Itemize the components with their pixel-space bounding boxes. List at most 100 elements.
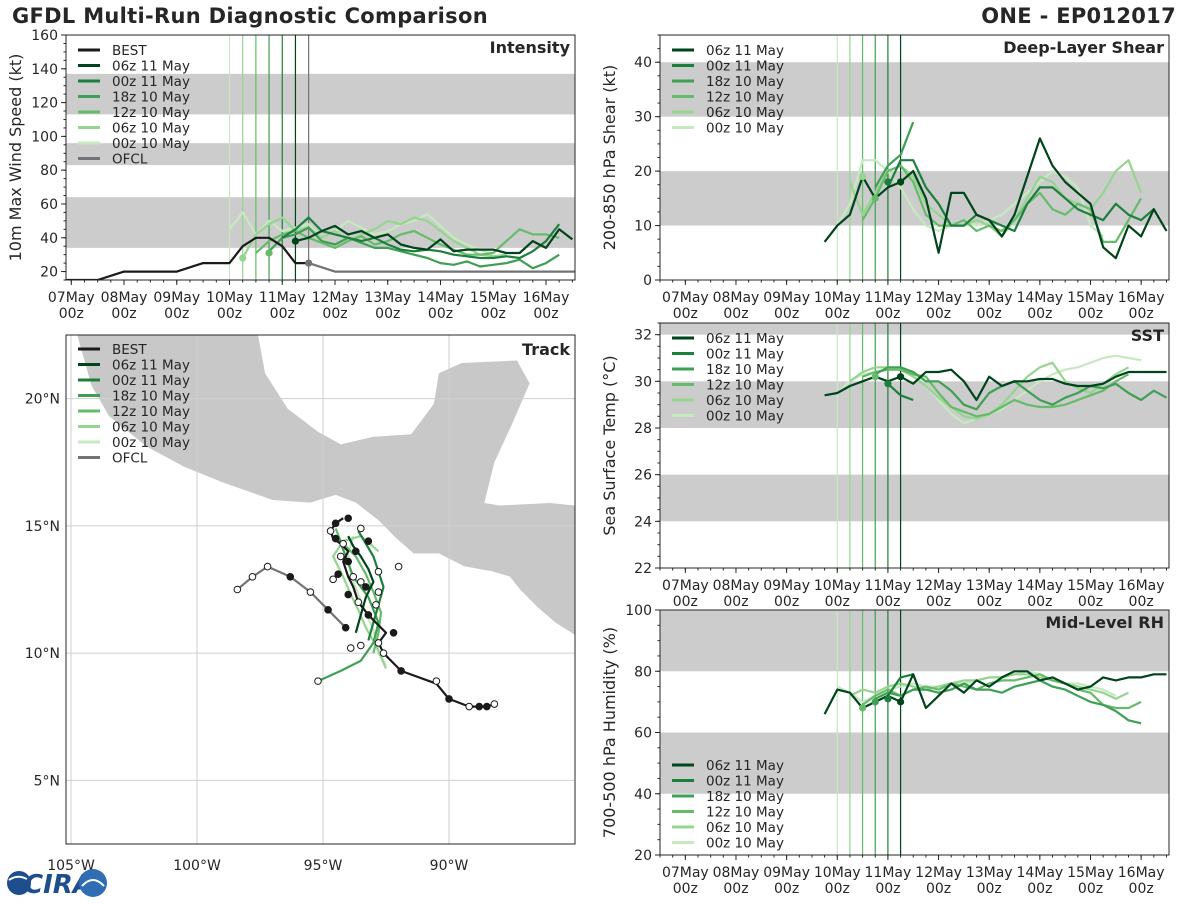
track-position-marker (336, 552, 345, 561)
rh-xtick-hour: 00z (825, 881, 850, 897)
track-position-marker (344, 590, 353, 599)
track-position-marker (344, 514, 353, 523)
track-position-marker (374, 639, 383, 647)
shear-legend-label-00z-10-may: 00z 10 May (706, 121, 784, 137)
intensity-xtick-hour: 00z (322, 306, 347, 322)
track-legend-label-12z-10-may: 12z 10 May (112, 404, 190, 420)
rh-xtick-hour: 00z (1129, 881, 1154, 897)
rh-xtick-date: 08May (713, 865, 760, 881)
track-xtick-label: 105°W (47, 858, 95, 874)
sst-xtick-date: 07May (662, 578, 709, 594)
figure-title: GFDL Multi-Run Diagnostic Comparison (12, 4, 488, 28)
track-position-marker (490, 700, 499, 708)
track-position-marker (334, 570, 342, 579)
sst-xtick-date: 12May (915, 578, 962, 594)
sst-legend-label-18z-10-may: 18z 10 May (706, 362, 784, 378)
sst-xtick-date: 14May (1016, 578, 1063, 594)
track-position-marker (357, 641, 365, 650)
rh-xtick-date: 10May (814, 865, 861, 881)
shear-xtick-hour: 00z (977, 306, 1002, 322)
intensity-marker-06z-10-may (239, 254, 247, 262)
shear-marker-06z-11-may (896, 178, 905, 186)
intensity-legend-label-12z-10-may: 12z 10 May (112, 105, 190, 121)
rh-ytick-label: 100 (625, 603, 652, 619)
track-position-marker (331, 534, 340, 543)
track-ytick-label: 15°N (25, 519, 60, 535)
rh-xtick-hour: 00z (723, 881, 748, 897)
sst-marker-06z-11-may (896, 373, 905, 381)
intensity-legend-label-06z-10-may: 06z 10 May (112, 121, 190, 137)
intensity-ytick-label: 60 (40, 197, 58, 213)
rh-marker-00z-11-may (884, 695, 892, 703)
sst-xtick-hour: 00z (977, 594, 1002, 610)
sst-panel: 22242628303207May00z08May00z09May00z10Ma… (600, 322, 1170, 610)
intensity-series-06z-11-may (295, 224, 574, 255)
rh-xtick-hour: 00z (875, 881, 900, 897)
shear-xtick-date: 14May (1016, 290, 1063, 306)
cira-logo: CIRA (4, 866, 114, 904)
intensity-series-12z-10-may (255, 228, 560, 256)
shear-xtick-hour: 00z (825, 306, 850, 322)
sst-xtick-date: 11May (865, 578, 912, 594)
sst-xtick-date: 10May (814, 578, 861, 594)
sst-ytick-label: 24 (634, 514, 652, 530)
track-position-marker (394, 562, 403, 571)
shear-xtick-hour: 00z (875, 306, 900, 322)
shear-ylabel: 200-850 hPa Shear (kt) (600, 65, 619, 251)
shear-marker-00z-11-may (884, 178, 892, 186)
intensity-legend-label-18z-10-may: 18z 10 May (112, 90, 190, 106)
sst-frame (659, 322, 1170, 569)
track-position-marker (445, 695, 453, 703)
track-ytick-label: 10°N (25, 646, 60, 662)
intensity-ytick-label: 120 (31, 96, 58, 112)
rh-ytick-label: 60 (634, 726, 652, 742)
shear-title: Deep-Layer Shear (1003, 38, 1164, 57)
track-position-marker (397, 667, 405, 675)
track-legend-label-06z-11-may: 06z 11 May (112, 358, 190, 374)
shear-legend-label-18z-10-may: 18z 10 May (706, 74, 784, 90)
intensity-series-18z-10-may (268, 226, 560, 270)
track-position-marker (432, 677, 441, 685)
sst-series-00z-11-may (887, 382, 914, 402)
sst-xtick-hour: 00z (825, 594, 850, 610)
rh-xtick-hour: 00z (1027, 881, 1052, 897)
intensity-xtick-date: 16May (523, 290, 570, 306)
shear-xtick-date: 10May (814, 290, 861, 306)
rh-panel: 2040608010007May00z08May00z09May00z10May… (600, 603, 1170, 897)
rh-series-06z-11-may (823, 670, 1167, 715)
intensity-marker-ofcl (305, 259, 313, 267)
shear-xtick-hour: 00z (774, 306, 799, 322)
sst-legend-label-12z-10-may: 12z 10 May (706, 378, 784, 394)
rh-band (660, 610, 1169, 672)
sst-xtick-date: 09May (763, 578, 810, 594)
intensity-ylabel: 10m Max Wind Speed (kt) (6, 54, 25, 262)
rh-xtick-hour: 00z (977, 881, 1002, 897)
storm-id-title: ONE - EP012017 (981, 4, 1176, 28)
rh-legend-label-00z-10-may: 00z 10 May (706, 836, 784, 852)
sst-ytick-label: 28 (634, 421, 652, 437)
sst-xtick-date: 08May (713, 578, 760, 594)
rh-legend-label-06z-11-may: 06z 11 May (706, 758, 784, 774)
sst-marker-00z-11-may (884, 380, 892, 388)
sst-band (660, 323, 1169, 335)
intensity-ytick-label: 40 (40, 231, 58, 247)
track-series-06z-10-may (332, 534, 388, 669)
shear-marker-12z-10-may (871, 194, 879, 202)
shear-ytick-label: 0 (643, 273, 652, 289)
track-position-marker (372, 600, 380, 609)
track-position-marker (374, 567, 383, 576)
sst-xtick-hour: 00z (875, 594, 900, 610)
sst-xtick-hour: 00z (1027, 594, 1052, 610)
sst-series-18z-10-may (874, 366, 1168, 411)
rh-legend-label-00z-11-may: 00z 11 May (706, 774, 784, 790)
rh-band (660, 732, 1169, 794)
intensity-series-00z-11-may (281, 216, 561, 260)
intensity-title: Intensity (490, 38, 571, 57)
shear-band (660, 62, 1169, 117)
intensity-legend-label-00z-11-may: 00z 11 May (112, 74, 190, 90)
intensity-xtick-hour: 00z (111, 306, 136, 322)
track-position-marker (364, 611, 373, 619)
intensity-ytick-label: 100 (31, 129, 58, 145)
shear-legend-label-06z-10-may: 06z 10 May (706, 105, 784, 121)
track-map-area (66, 335, 575, 844)
